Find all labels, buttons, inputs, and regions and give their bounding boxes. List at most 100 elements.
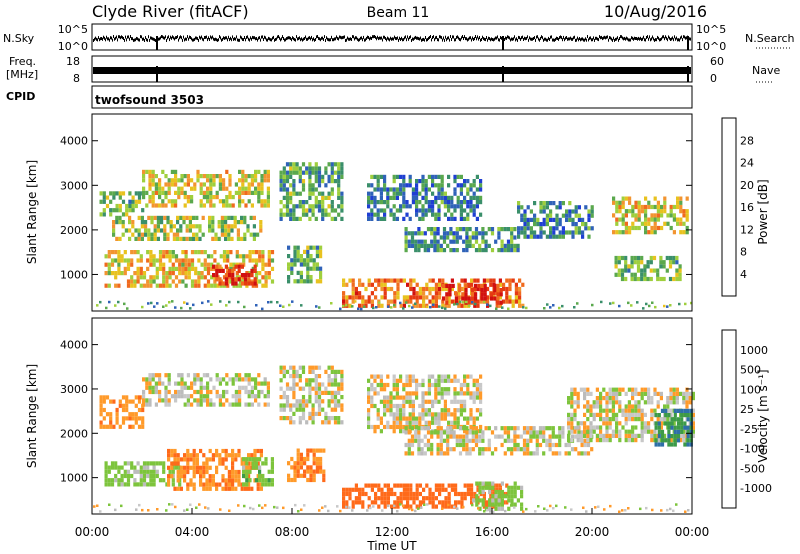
- heatmap-cell: [231, 394, 235, 399]
- nsky-sample: [635, 37, 636, 40]
- heatmap-cell: [462, 426, 466, 431]
- heatmap-cell: [168, 503, 171, 506]
- heatmap-cell: [637, 404, 641, 409]
- heatmap-cell: [213, 279, 217, 284]
- nsky-sample: [191, 37, 192, 41]
- heatmap-cell: [571, 217, 575, 222]
- nsky-sample: [207, 38, 208, 42]
- heatmap-cell: [647, 217, 651, 222]
- heatmap-cell: [492, 291, 496, 296]
- heatmap-cell: [282, 403, 286, 408]
- heatmap-cell: [486, 504, 490, 509]
- heatmap-cell: [406, 487, 410, 492]
- heatmap-cell: [190, 186, 194, 191]
- nsky-sample: [686, 36, 687, 40]
- heatmap-cell: [270, 465, 274, 470]
- nsky-sample: [398, 38, 399, 42]
- heatmap-cell: [162, 266, 166, 271]
- heatmap-cell: [652, 255, 657, 261]
- heatmap-cell: [376, 216, 380, 221]
- heatmap-cell: [247, 277, 251, 282]
- heatmap-cell: [538, 426, 543, 431]
- heatmap-cell: [423, 503, 426, 506]
- heatmap-cell: [241, 178, 245, 183]
- heatmap-cell: [393, 483, 397, 488]
- heatmap-cell: [448, 283, 452, 288]
- nsky-sample: [620, 35, 621, 39]
- nsky-sample: [481, 38, 482, 41]
- heatmap-cell: [237, 504, 240, 507]
- heatmap-cell: [178, 258, 182, 263]
- heatmap-cell: [624, 433, 628, 438]
- heatmap-cell: [213, 283, 217, 288]
- heatmap-cell: [682, 391, 686, 396]
- heatmap-cell: [174, 283, 179, 288]
- heatmap-cell: [152, 279, 156, 284]
- heatmap-cell: [433, 227, 437, 232]
- heatmap-cell: [615, 433, 619, 438]
- heatmap-cell: [631, 429, 635, 434]
- heatmap-cell: [261, 275, 265, 280]
- heatmap-cell: [215, 174, 219, 179]
- heatmap-cell: [177, 186, 181, 191]
- heatmap-cell: [486, 278, 490, 283]
- heatmap-cell: [500, 227, 504, 232]
- heatmap-cell: [99, 399, 103, 404]
- nsky-sample: [370, 36, 371, 40]
- heatmap-cell: [484, 506, 488, 511]
- heatmap-cell: [446, 243, 450, 248]
- heatmap-cell: [611, 396, 615, 401]
- heatmap-cell: [539, 209, 543, 214]
- heatmap-cell: [224, 277, 228, 282]
- heatmap-cell: [602, 387, 606, 392]
- y-tick-label: 1000: [60, 472, 88, 485]
- heatmap-cell: [264, 504, 267, 507]
- heatmap-cell: [653, 225, 657, 231]
- heatmap-cell: [257, 402, 261, 407]
- heatmap-cell: [437, 191, 441, 196]
- heatmap-cell: [195, 465, 199, 470]
- heatmap-cell: [499, 292, 503, 297]
- heatmap-cell: [126, 469, 131, 474]
- heatmap-cell: [348, 295, 352, 300]
- heatmap-cell: [202, 182, 206, 187]
- heatmap-cell: [287, 262, 291, 267]
- nsky-sample: [397, 36, 398, 40]
- heatmap-cell: [463, 491, 467, 497]
- heatmap-cell: [551, 442, 555, 448]
- nsky-sample: [461, 36, 462, 40]
- heatmap-cell: [139, 283, 143, 288]
- heatmap-cell: [154, 174, 158, 179]
- heatmap-cell: [259, 453, 263, 458]
- heatmap-cell: [305, 403, 309, 408]
- heatmap-cell: [383, 403, 387, 409]
- heatmap-cell: [204, 506, 207, 509]
- heatmap-cell: [561, 434, 565, 439]
- heatmap-cell: [289, 166, 293, 171]
- heatmap-cell: [112, 208, 116, 213]
- heatmap-cell: [468, 430, 472, 435]
- heatmap-cell: [617, 255, 621, 261]
- heatmap-cell: [668, 276, 673, 282]
- heatmap-cell: [292, 382, 296, 387]
- nsky-sample: [107, 37, 108, 41]
- heatmap-cell: [682, 396, 686, 401]
- nsky-sample: [444, 38, 445, 42]
- heatmap-cell: [202, 469, 206, 475]
- heatmap-cell: [102, 424, 106, 429]
- heatmap-cell: [489, 496, 493, 501]
- heatmap-cell: [99, 420, 103, 425]
- nsky-sample: [127, 35, 128, 39]
- colorbar-tick-label: 1000: [740, 344, 768, 357]
- heatmap-cell: [340, 195, 344, 200]
- heatmap-cell: [179, 465, 183, 470]
- heatmap-cell: [383, 408, 387, 413]
- heatmap-cell: [306, 275, 310, 280]
- heatmap-cell: [220, 228, 224, 233]
- heatmap-cell: [480, 296, 484, 301]
- heatmap-cell: [522, 426, 527, 431]
- heatmap-cell: [306, 477, 310, 483]
- heatmap-cell: [366, 509, 369, 512]
- nsky-sample: [556, 36, 557, 40]
- heatmap-cell: [608, 417, 612, 422]
